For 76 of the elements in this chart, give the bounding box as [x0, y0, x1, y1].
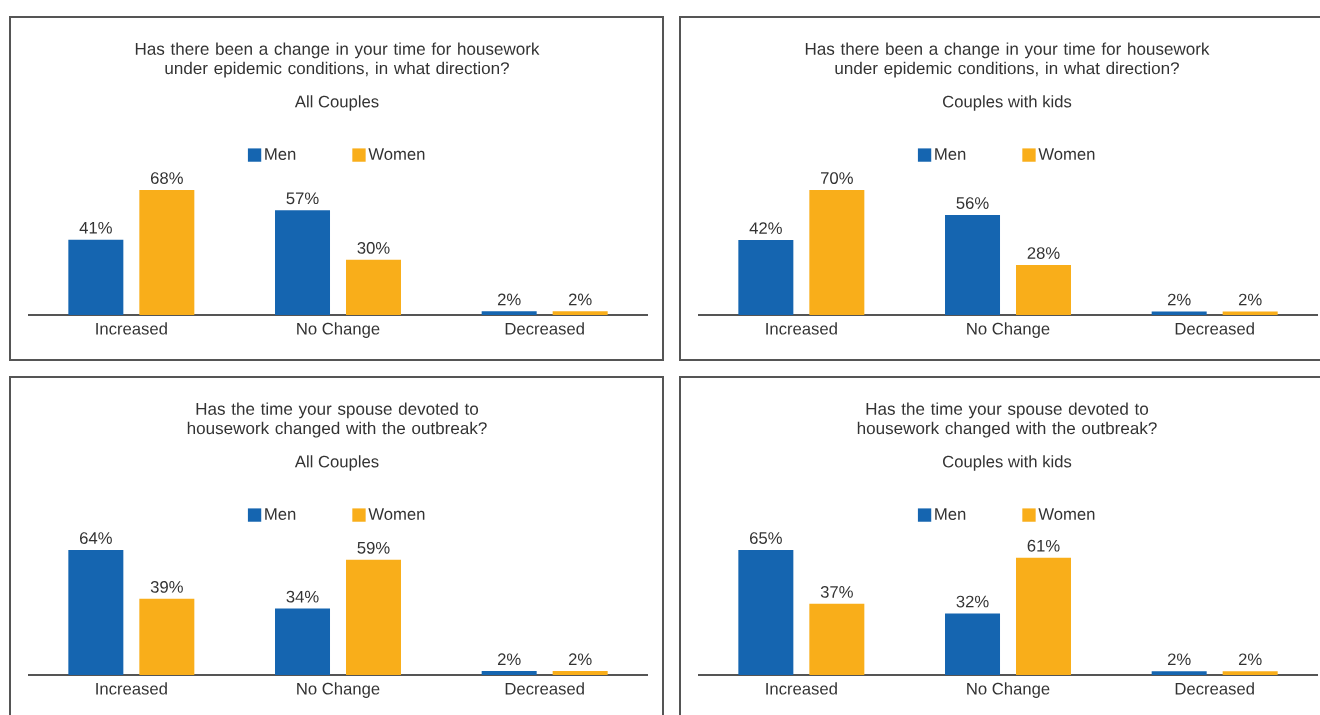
data-label: 2%: [1238, 293, 1262, 306]
chart-subtitle: Couples with kids: [943, 95, 1072, 111]
legend-label: Men: [935, 148, 966, 160]
data-label: 42%: [749, 222, 782, 234]
x-tick-label: No Change: [967, 322, 1050, 338]
legend-label: Men: [265, 508, 296, 520]
bar: [481, 671, 537, 675]
legend-label: Men: [935, 508, 966, 520]
bar: [1222, 671, 1278, 675]
legend-label: Women: [368, 148, 425, 160]
data-label: 30%: [357, 242, 390, 254]
data-label: 32%: [956, 595, 989, 608]
data-label: 2%: [1238, 653, 1262, 666]
bar: [68, 550, 124, 675]
data-label: 65%: [750, 532, 782, 544]
data-label: 34%: [286, 590, 319, 603]
bar: [275, 608, 331, 675]
data-label: 28%: [1027, 247, 1060, 259]
data-label: 70%: [821, 172, 853, 184]
bar: [945, 215, 1001, 315]
bar: [1151, 311, 1207, 315]
x-tick-label: Increased: [766, 322, 837, 335]
x-tick-label: Increased: [96, 322, 167, 335]
x-tick-label: No Change: [967, 682, 1050, 698]
bar: [552, 311, 608, 315]
bar: [945, 613, 1001, 675]
legend-label: Women: [1038, 508, 1095, 520]
data-label: 68%: [150, 172, 183, 184]
data-label: 56%: [956, 197, 989, 209]
data-label: 39%: [150, 580, 183, 593]
data-label: 2%: [568, 653, 592, 666]
legend-label: Men: [265, 148, 296, 160]
bar: [738, 240, 794, 315]
x-tick-label: No Change: [297, 322, 380, 338]
bar: [738, 550, 794, 675]
legend-label: Women: [368, 508, 425, 520]
bar: [275, 210, 331, 315]
x-tick-label: Decreased: [1175, 682, 1254, 695]
data-label: 41%: [79, 221, 112, 234]
x-tick-label: No Change: [297, 682, 380, 698]
data-label: 2%: [497, 293, 521, 306]
data-label: 59%: [357, 541, 390, 554]
data-label: 61%: [1027, 539, 1060, 552]
legend-label: Women: [1038, 148, 1095, 160]
chart-title: Has there been a change in your time for housework under epidemic conditions, in what direction?: [805, 42, 1210, 78]
x-tick-label: Decreased: [1175, 322, 1254, 335]
bar: [1151, 671, 1207, 675]
data-label: 2%: [1167, 293, 1191, 306]
bar: [346, 259, 401, 315]
x-tick-label: Increased: [96, 682, 167, 695]
data-label: 2%: [568, 293, 592, 306]
bar: [809, 603, 865, 675]
x-tick-label: Increased: [766, 682, 837, 695]
chart-title: Has there been a change in your time for housework under epidemic conditions, in what direction?: [135, 42, 540, 78]
chart-title: Has the time your spouse devoted to housework changed with the outbreak?: [187, 402, 487, 438]
data-label: 2%: [1167, 653, 1191, 666]
bar: [139, 598, 195, 675]
bar: [1016, 265, 1071, 315]
bar: [346, 559, 401, 675]
bar: [68, 239, 124, 315]
bar: [809, 190, 865, 315]
x-tick-label: Decreased: [505, 322, 584, 335]
data-label: 57%: [286, 192, 319, 205]
bar: [1222, 311, 1278, 315]
bar: [139, 190, 195, 315]
bar: [481, 311, 537, 315]
bar: [552, 671, 608, 675]
chart-subtitle: Couples with kids: [943, 455, 1072, 471]
data-label: 37%: [820, 586, 853, 598]
chart-subtitle: All Couples: [294, 95, 379, 111]
bar: [1016, 557, 1071, 675]
data-label: 2%: [497, 653, 521, 666]
x-tick-label: Decreased: [505, 682, 584, 695]
chart-title: Has the time your spouse devoted to housework changed with the outbreak?: [857, 402, 1157, 438]
data-label: 64%: [80, 532, 112, 544]
chart-subtitle: All Couples: [294, 455, 379, 471]
